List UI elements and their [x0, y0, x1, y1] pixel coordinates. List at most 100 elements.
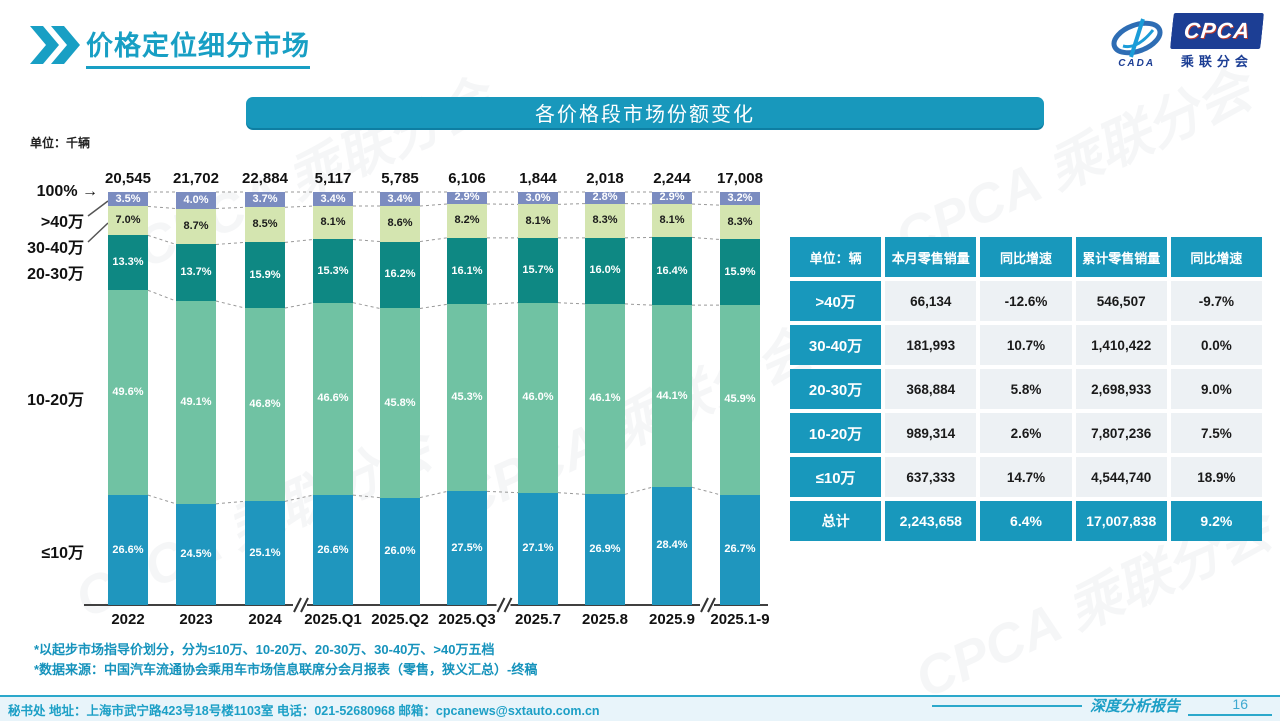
- x-axis-label: 2025.1-9: [710, 611, 770, 628]
- segment-30-40万: 8.1%: [518, 204, 558, 238]
- table-data-cell: 18.9%: [1170, 457, 1262, 497]
- y-label-30-40: 30-40万: [27, 240, 84, 257]
- segment->40万: 4.0%: [176, 192, 216, 209]
- stacked-bar-2025.7: 3.0% 8.1% 15.7% 46.0% 27.1%: [518, 192, 558, 605]
- report-label-block: 深度分析报告 16: [931, 695, 1272, 716]
- table-total-cell: 2,243,658: [885, 501, 977, 541]
- table-data-cell: 7.5%: [1170, 413, 1262, 453]
- segment-10-20万: 44.1%: [652, 305, 692, 488]
- table-header-cell: 同比增速: [980, 237, 1072, 277]
- bar-total: 2,244: [653, 170, 691, 187]
- table-data-cell: 9.0%: [1170, 369, 1262, 409]
- bar-total: 5,785: [381, 170, 419, 187]
- bar-total: 17,008: [717, 170, 763, 187]
- arrow-right-icon: →: [82, 183, 98, 200]
- segment-≤10万: 26.6%: [313, 495, 353, 605]
- segment->40万: 3.5%: [108, 192, 148, 207]
- table-row-label: 30-40万: [790, 325, 882, 365]
- table-row-label: 20-30万: [790, 369, 882, 409]
- table-total-label: 总计: [790, 501, 882, 541]
- bar-total: 6,106: [448, 170, 486, 187]
- y-label-100pct: 100% →: [36, 183, 98, 200]
- segment-20-30万: 13.7%: [176, 244, 216, 302]
- bar-total: 21,702: [173, 170, 219, 187]
- footer-bar: 秘书处 地址：上海市武宁路423号18号楼1103室 电话：021-526809…: [0, 695, 1280, 721]
- table-data-cell: 0.0%: [1170, 325, 1262, 365]
- table-data-cell: 2.6%: [980, 413, 1072, 453]
- table-data-cell: 14.7%: [980, 457, 1072, 497]
- footnotes: *以起步市场指导价划分，分为≤10万、10-20万、20-30万、30-40万、…: [34, 640, 537, 680]
- segment-10-20万: 46.6%: [313, 302, 353, 496]
- x-axis-label: 2024: [248, 611, 282, 628]
- divider-line: [931, 704, 1082, 707]
- segment-≤10万: 24.5%: [176, 503, 216, 605]
- stacked-bar-2025.9: 2.9% 8.1% 16.4% 44.1% 28.4%: [652, 192, 692, 605]
- table-data-cell: 5.8%: [980, 369, 1072, 409]
- page-title: 价格定位细分市场: [86, 24, 310, 69]
- cpca-text: CPCA: [1170, 16, 1264, 46]
- table-data-cell: -12.6%: [980, 281, 1072, 321]
- segment-20-30万: 15.3%: [313, 239, 353, 303]
- table-total-cell: 6.4%: [980, 501, 1072, 541]
- table-header-cell: 同比增速: [1170, 237, 1262, 277]
- footnote-line: *数据来源：中国汽车流通协会乘用车市场信息联席分会月报表（零售，狭义汇总）-终稿: [34, 662, 538, 678]
- stacked-bar-chart: 20,545 3.5% 7.0% 13.3% 49.6% 26.6% 2022 21,702 4…: [68, 170, 780, 640]
- segment-30-40万: 8.2%: [447, 203, 487, 238]
- stacked-bar-2025.8: 2.8% 8.3% 16.0% 46.1% 26.9%: [585, 192, 625, 605]
- stacked-bar-2023: 4.0% 8.7% 13.7% 49.1% 24.5%: [176, 192, 216, 605]
- chart-unit-label: 单位：千辆: [30, 136, 91, 150]
- segment-≤10万: 27.5%: [447, 491, 487, 605]
- segment-30-40万: 7.0%: [108, 206, 148, 236]
- table-data-cell: 66,134: [885, 281, 977, 321]
- stacked-bar-2022: 3.5% 7.0% 13.3% 49.6% 26.6%: [108, 192, 148, 605]
- x-axis-label: 2022: [111, 611, 145, 628]
- segment-10-20万: 46.8%: [245, 308, 285, 502]
- divider-line: [1188, 713, 1272, 716]
- segment->40万: 2.8%: [585, 192, 625, 204]
- table-total-cell: 17,007,838: [1075, 501, 1167, 541]
- footnote-line: *以起步市场指导价划分，分为≤10万、10-20万、20-30万、30-40万、…: [34, 642, 495, 657]
- segment-20-30万: 16.0%: [585, 237, 625, 304]
- segment->40万: 2.9%: [652, 192, 692, 204]
- x-axis-label: 2025.9: [649, 611, 695, 628]
- segment->40万: 2.9%: [447, 192, 487, 204]
- x-axis-label: 2023: [179, 611, 213, 628]
- stacked-bar-2025.Q2: 3.4% 8.6% 16.2% 45.8% 26.0%: [380, 192, 420, 605]
- segment-30-40万: 8.1%: [652, 203, 692, 238]
- table-data-cell: 546,507: [1075, 281, 1167, 321]
- segment-≤10万: 26.6%: [108, 495, 148, 605]
- table-row-label: ≤10万: [790, 457, 882, 497]
- segment-30-40万: 8.7%: [176, 208, 216, 245]
- double-chevron-icon: [30, 26, 80, 69]
- segment->40万: 3.0%: [518, 192, 558, 205]
- segment-≤10万: 26.7%: [720, 494, 760, 605]
- x-axis-label: 2025.Q1: [304, 611, 362, 628]
- segment-10-20万: 45.9%: [720, 305, 760, 495]
- table-data-cell: 989,314: [885, 413, 977, 453]
- segment-≤10万: 26.0%: [380, 497, 420, 605]
- stacked-bar-2025.Q3: 2.9% 8.2% 16.1% 45.3% 27.5%: [447, 192, 487, 605]
- bar-total: 22,884: [242, 170, 288, 187]
- segment-10-20万: 45.8%: [380, 308, 420, 498]
- table-row-label: 10-20万: [790, 413, 882, 453]
- x-axis-label: 2025.Q3: [438, 611, 496, 628]
- segment-30-40万: 8.3%: [720, 205, 760, 240]
- table-data-cell: 4,544,740: [1075, 457, 1167, 497]
- report-type-label: 深度分析报告: [1089, 697, 1180, 715]
- x-axis-label: 2025.Q2: [371, 611, 429, 628]
- y-axis-labels: 100% → >40万 30-40万 20-30万 10-20万 ≤10万: [0, 170, 98, 600]
- segment-10-20万: 49.1%: [176, 301, 216, 504]
- cada-text: CADA: [1118, 58, 1156, 69]
- bar-total: 1,844: [519, 170, 557, 187]
- segment-20-30万: 15.9%: [245, 242, 285, 309]
- table-data-cell: 10.7%: [980, 325, 1072, 365]
- table-total-cell: 9.2%: [1170, 501, 1262, 541]
- stacked-bar-2025.1-9: 3.2% 8.3% 15.9% 45.9% 26.7%: [720, 192, 760, 605]
- contact-info: 秘书处 地址：上海市武宁路423号18号楼1103室 电话：021-526809…: [8, 703, 600, 718]
- stacked-bar-2025.Q1: 3.4% 8.1% 15.3% 46.6% 26.6%: [313, 192, 353, 605]
- bar-total: 20,545: [105, 170, 151, 187]
- table-data-cell: 1,410,422: [1075, 325, 1167, 365]
- stacked-bar-2024: 3.7% 8.5% 15.9% 46.8% 25.1%: [245, 192, 285, 605]
- segment->40万: 3.7%: [245, 192, 285, 208]
